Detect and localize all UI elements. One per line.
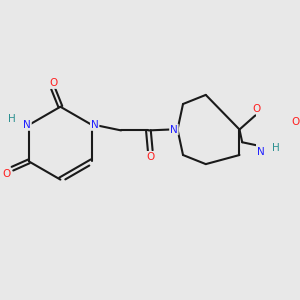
Text: O: O bbox=[253, 103, 261, 114]
Text: N: N bbox=[23, 120, 31, 130]
Text: H: H bbox=[8, 114, 15, 124]
Text: N: N bbox=[256, 147, 264, 157]
Text: N: N bbox=[170, 124, 178, 134]
Text: N: N bbox=[91, 120, 99, 130]
Text: H: H bbox=[272, 143, 280, 153]
Text: O: O bbox=[292, 117, 300, 127]
Text: O: O bbox=[3, 169, 11, 179]
Text: O: O bbox=[49, 78, 57, 88]
Text: O: O bbox=[146, 152, 154, 162]
